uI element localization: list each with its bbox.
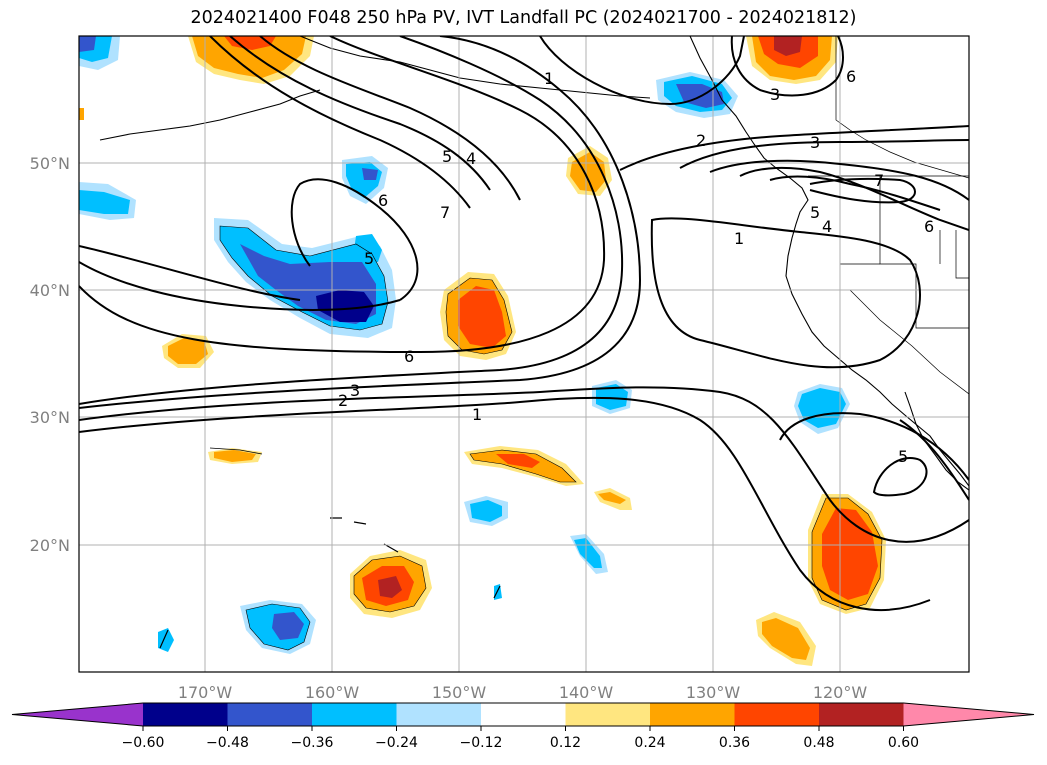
contour-label: 5 [810,203,820,222]
contour-label: 5 [898,447,908,466]
contour-labels: 1 2 3 5 4 6 7 5 6 6 2 3 1 3 7 5 4 6 1 5 [338,67,934,466]
contour-label: 4 [822,217,832,236]
contour-label: 6 [378,191,388,210]
lat-label: 50°N [30,154,70,173]
contour-label: 1 [472,405,482,424]
colorbar-segment [565,703,651,726]
colorbar-tick-label: −0.12 [460,735,503,751]
colorbar-tick-label: −0.36 [291,735,334,751]
colorbar-segment [819,703,904,726]
lon-label: 160°W [305,683,360,702]
colorbar-tick-label: 0.36 [719,735,750,751]
contour-label: 5 [364,249,374,268]
contour-label: 4 [466,149,476,168]
map-plot-area: 1 2 3 5 4 6 7 5 6 6 2 3 1 3 7 5 4 6 1 5 [79,36,969,672]
colorbar-tick-label: −0.48 [206,735,249,751]
contour-label: 3 [350,381,360,400]
contour-label: 1 [734,229,744,248]
gridlines [79,36,969,672]
contour-label: 7 [440,203,450,222]
contour-label: 3 [810,133,820,152]
contour-label: 6 [846,67,856,86]
colorbar-segment [227,703,313,726]
lat-label: 30°N [30,408,70,427]
colorbar-tick-label: 0.24 [634,735,665,751]
lon-label: 120°W [813,683,868,702]
colorbar-segment [396,703,482,726]
colorbar-segment [143,703,228,726]
colorbar-segment [312,703,397,726]
latitude-labels: 50°N 40°N 30°N 20°N [30,154,70,555]
map-title: 2024021400 F048 250 hPa PV, IVT Landfall… [190,8,857,28]
contour-label: 1 [544,69,554,88]
pv-positive-shading [79,36,886,666]
colorbar-segment [481,703,566,726]
colorbar-tick-label: −0.24 [375,735,418,751]
contour-label: 7 [874,171,884,190]
colorbar-tick-label: 0.12 [550,735,581,751]
lon-label: 140°W [559,683,614,702]
lon-label: 130°W [686,683,741,702]
ivt-contours [79,36,969,611]
colorbar-segment [650,703,735,726]
coastlines [99,36,969,649]
pv-outline-contours [219,225,883,651]
colorbar-tick-label: 0.60 [888,735,919,751]
colorbar: −0.60 −0.48 −0.36 −0.24 −0.12 0.12 0.24 0.36 0.4… [11,702,1035,751]
colorbar-tick-label: 0.48 [803,735,834,751]
contour-label: 6 [404,347,414,366]
colorbar-tick-label: −0.60 [122,735,165,751]
lon-label: 170°W [178,683,233,702]
contour-label: 2 [696,131,706,150]
contour-label: 6 [924,217,934,236]
contour-label: 2 [338,391,348,410]
lon-label: 150°W [432,683,487,702]
contour-label: 3 [770,85,780,104]
colorbar-extend-min [12,703,143,726]
colorbar-segment [734,703,820,726]
lat-label: 20°N [30,536,70,555]
lat-label: 40°N [30,281,70,300]
plot-frame [78,35,970,673]
longitude-labels: 170°W 160°W 150°W 140°W 130°W 120°W [178,683,868,702]
colorbar-extend-max [903,703,1034,726]
contour-label: 5 [442,147,452,166]
